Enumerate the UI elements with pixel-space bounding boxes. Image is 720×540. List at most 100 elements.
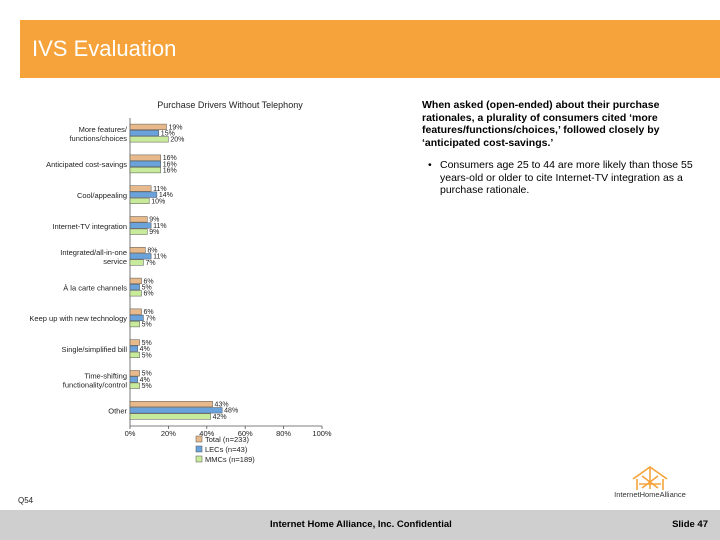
- category-label: More features/: [79, 125, 128, 134]
- data-label: 6%: [144, 291, 154, 298]
- bar: [129, 130, 160, 137]
- bar: [129, 191, 158, 198]
- company-logo: InternetHomeAlliance: [595, 462, 705, 502]
- category-label: Cool/appealing: [77, 191, 127, 200]
- data-label: 14%: [159, 192, 173, 199]
- bar: [129, 321, 140, 328]
- legend-swatch: [195, 445, 203, 453]
- category-label: Anticipated cost-savings: [46, 160, 127, 169]
- bar: [129, 370, 140, 377]
- data-label: 10%: [151, 198, 165, 205]
- category-label: Time-shifting: [84, 371, 127, 380]
- data-label: 42%: [213, 414, 227, 421]
- data-label: 8%: [147, 248, 157, 255]
- bar: [129, 314, 144, 321]
- category-label: functionality/control: [63, 380, 128, 389]
- legend-label: MMCs (n=189): [205, 455, 255, 464]
- data-label: 9%: [149, 229, 159, 236]
- x-tick-label: 80%: [276, 429, 291, 438]
- legend-swatch: [195, 455, 203, 463]
- data-label: 11%: [153, 254, 167, 261]
- category-label: Other: [108, 407, 127, 416]
- data-label: 11%: [153, 223, 167, 230]
- category-label: Integrated/all-in-one: [60, 248, 127, 257]
- bar: [129, 345, 138, 352]
- category-label: Single/simplified bill: [62, 345, 128, 354]
- bar: [129, 222, 152, 229]
- bar: [129, 351, 140, 358]
- x-tick-label: 20%: [161, 429, 176, 438]
- category-label: À la carte channels: [63, 283, 127, 292]
- category-label: functions/choices: [69, 134, 127, 143]
- data-label: 7%: [145, 315, 155, 322]
- header-banner: IVS Evaluation: [20, 20, 720, 78]
- bar: [129, 160, 161, 167]
- house-logo-icon: [632, 466, 668, 490]
- bar: [129, 413, 211, 420]
- bar: [129, 228, 148, 235]
- footer-bar: Internet Home Alliance, Inc. Confidentia…: [0, 510, 720, 540]
- bar: [129, 253, 152, 260]
- slide-number: Slide 47: [672, 519, 708, 530]
- x-tick-label: 0%: [125, 429, 136, 438]
- bar: [129, 407, 223, 414]
- data-label: 7%: [145, 260, 155, 267]
- bar: [129, 339, 140, 346]
- data-label: 6%: [144, 278, 154, 285]
- data-label: 4%: [140, 346, 150, 353]
- bar: [129, 154, 161, 161]
- data-label: 5%: [142, 352, 152, 359]
- legend-swatch: [195, 435, 203, 443]
- data-label: 5%: [142, 371, 152, 378]
- data-label: 43%: [215, 402, 229, 409]
- data-label: 5%: [142, 340, 152, 347]
- bar: [129, 123, 167, 130]
- bar: [129, 136, 169, 143]
- legend-label: Total (n=233): [205, 435, 249, 444]
- commentary-bullet-text: Consumers age 25 to 44 are more likely t…: [440, 159, 693, 196]
- bar: [129, 290, 142, 297]
- data-label: 4%: [140, 377, 150, 384]
- category-label: service: [103, 257, 127, 266]
- data-label: 5%: [142, 383, 152, 390]
- x-tick-label: 40%: [199, 429, 214, 438]
- bar: [129, 308, 142, 315]
- bar: [129, 382, 140, 389]
- data-label: 11%: [153, 186, 167, 193]
- bar: [129, 259, 144, 266]
- data-label: 9%: [149, 217, 159, 224]
- question-label: Q54: [18, 496, 34, 505]
- page-title: IVS Evaluation: [32, 36, 177, 61]
- commentary-main: When asked (open-ended) about their purc…: [422, 99, 660, 149]
- data-label: 16%: [163, 155, 177, 162]
- data-label: 16%: [163, 168, 177, 175]
- data-label: 5%: [142, 322, 152, 329]
- data-label: 5%: [142, 285, 152, 292]
- x-tick-label: 60%: [238, 429, 253, 438]
- bar: [129, 167, 161, 174]
- bar: [129, 277, 142, 284]
- category-label: Keep up with new technology: [29, 314, 127, 323]
- x-tick-label: 100%: [312, 429, 332, 438]
- legend-label: LECs (n=43): [205, 445, 248, 454]
- data-label: 6%: [144, 309, 154, 316]
- bullet-dot-icon: •: [428, 159, 432, 171]
- bar: [129, 185, 152, 192]
- data-label: 20%: [170, 137, 184, 144]
- bar: [129, 216, 148, 223]
- footer-confidential: Internet Home Alliance, Inc. Confidentia…: [270, 519, 452, 530]
- data-label: 16%: [163, 161, 177, 168]
- data-label: 48%: [224, 408, 238, 415]
- chart-title: Purchase Drivers Without Telephony: [157, 100, 303, 110]
- category-label: Internet-TV integration: [52, 222, 127, 231]
- logo-text: InternetHomeAlliance: [614, 490, 686, 499]
- bar: [129, 197, 150, 204]
- bar: [129, 284, 140, 291]
- bar: [129, 401, 213, 408]
- data-label: 15%: [161, 131, 175, 138]
- data-label: 19%: [168, 124, 182, 131]
- bar: [129, 376, 138, 383]
- bar: [129, 247, 146, 254]
- commentary-bullet: • Consumers age 25 to 44 are more likely…: [428, 159, 695, 197]
